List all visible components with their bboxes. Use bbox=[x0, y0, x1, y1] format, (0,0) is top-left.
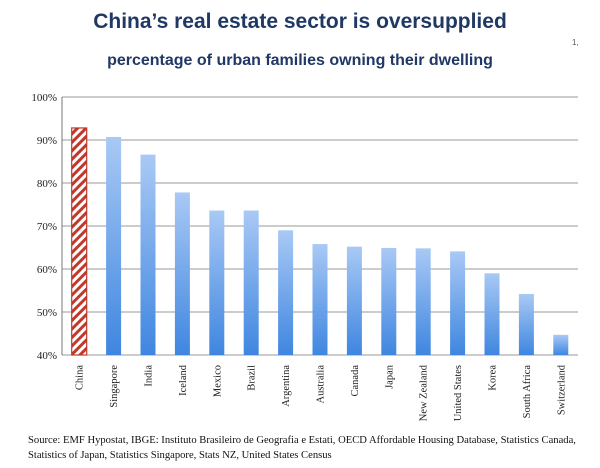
bar-switzerland bbox=[553, 334, 569, 355]
bars bbox=[71, 127, 569, 356]
bar-new-zealand bbox=[415, 248, 431, 355]
bar-canada bbox=[346, 246, 362, 355]
x-tick-label: United States bbox=[453, 365, 464, 421]
bar-korea bbox=[484, 273, 500, 355]
y-axis-ticks: 40% 50% 60% 70% 80% 90% 100% bbox=[31, 92, 57, 362]
x-tick-label: China bbox=[75, 365, 86, 390]
bar-japan bbox=[381, 247, 397, 355]
x-axis-labels: China Singapore India Iceland Mexico Brazil Ar… bbox=[75, 364, 568, 421]
y-tick-label: 40% bbox=[37, 350, 57, 362]
bar-south-africa bbox=[518, 293, 534, 355]
x-tick-label: Australia bbox=[316, 365, 327, 404]
bar-united-states bbox=[450, 251, 466, 355]
bar-chart: 40% 50% 60% 70% 80% 90% 100% China Singapore Ind… bbox=[31, 92, 578, 421]
bar-india bbox=[140, 154, 156, 355]
y-tick-label: 80% bbox=[37, 178, 57, 190]
x-tick-label: Singapore bbox=[109, 365, 120, 408]
x-tick-label: Argentina bbox=[281, 365, 292, 407]
x-tick-label: South Africa bbox=[522, 365, 533, 419]
x-tick-label: New Zealand bbox=[419, 364, 430, 421]
x-tick-label: Iceland bbox=[178, 364, 189, 396]
x-tick-label: Mexico bbox=[212, 365, 223, 397]
x-tick-label: Brazil bbox=[247, 365, 258, 391]
x-tick-label: India bbox=[144, 365, 155, 387]
y-tick-label: 60% bbox=[37, 264, 57, 276]
chart-subtitle: percentage of urban families owning thei… bbox=[107, 52, 493, 69]
bar-argentina bbox=[278, 230, 294, 355]
x-tick-label: Canada bbox=[350, 365, 361, 397]
x-tick-label: Korea bbox=[488, 365, 499, 391]
corner-mark: 1, bbox=[572, 38, 579, 47]
x-tick-label: Switzerland bbox=[556, 364, 567, 415]
bar-iceland bbox=[174, 192, 190, 355]
y-tick-label: 90% bbox=[37, 135, 57, 147]
y-tick-label: 50% bbox=[37, 307, 57, 319]
bar-singapore bbox=[106, 136, 122, 355]
y-tick-label: 70% bbox=[37, 221, 57, 233]
bar-mexico bbox=[209, 210, 225, 355]
bar-brazil bbox=[243, 210, 259, 355]
x-tick-label: Japan bbox=[384, 364, 395, 389]
y-tick-label: 100% bbox=[31, 92, 57, 104]
bar-australia bbox=[312, 244, 328, 355]
chart-title: China’s real estate sector is oversuppli… bbox=[93, 10, 507, 33]
bar-china bbox=[71, 127, 88, 356]
source-note: Source: EMF Hypostat, IBGE: Instituto Br… bbox=[28, 435, 576, 461]
